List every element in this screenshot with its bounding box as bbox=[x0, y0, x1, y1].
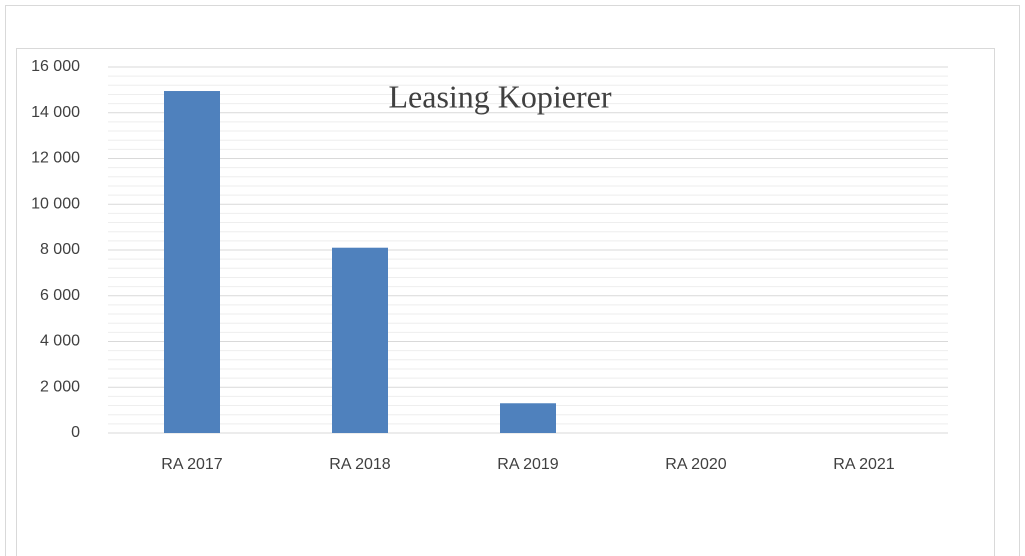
y-tick-label: 2 000 bbox=[40, 378, 80, 395]
y-tick-label: 0 bbox=[71, 424, 80, 441]
chart-title: Leasing Kopierer bbox=[388, 78, 611, 114]
x-tick-label: RA 2019 bbox=[497, 456, 558, 473]
y-tick-label: 8 000 bbox=[40, 241, 80, 258]
y-tick-label: 6 000 bbox=[40, 287, 80, 304]
y-tick-label: 14 000 bbox=[31, 104, 80, 121]
x-tick-label: RA 2018 bbox=[329, 456, 390, 473]
outer-frame bbox=[5, 5, 1020, 556]
y-tick-label: 16 000 bbox=[31, 58, 80, 75]
x-tick-label: RA 2017 bbox=[161, 456, 222, 473]
chart-frame bbox=[16, 48, 995, 556]
bar bbox=[164, 91, 220, 434]
x-tick-label: RA 2020 bbox=[665, 456, 726, 473]
y-tick-label: 10 000 bbox=[31, 195, 80, 212]
x-tick-label: RA 2021 bbox=[833, 456, 894, 473]
y-tick-label: 4 000 bbox=[40, 333, 80, 350]
bar bbox=[500, 403, 556, 433]
y-tick-label: 12 000 bbox=[31, 150, 80, 167]
bar bbox=[332, 247, 388, 433]
grid bbox=[108, 66, 948, 434]
